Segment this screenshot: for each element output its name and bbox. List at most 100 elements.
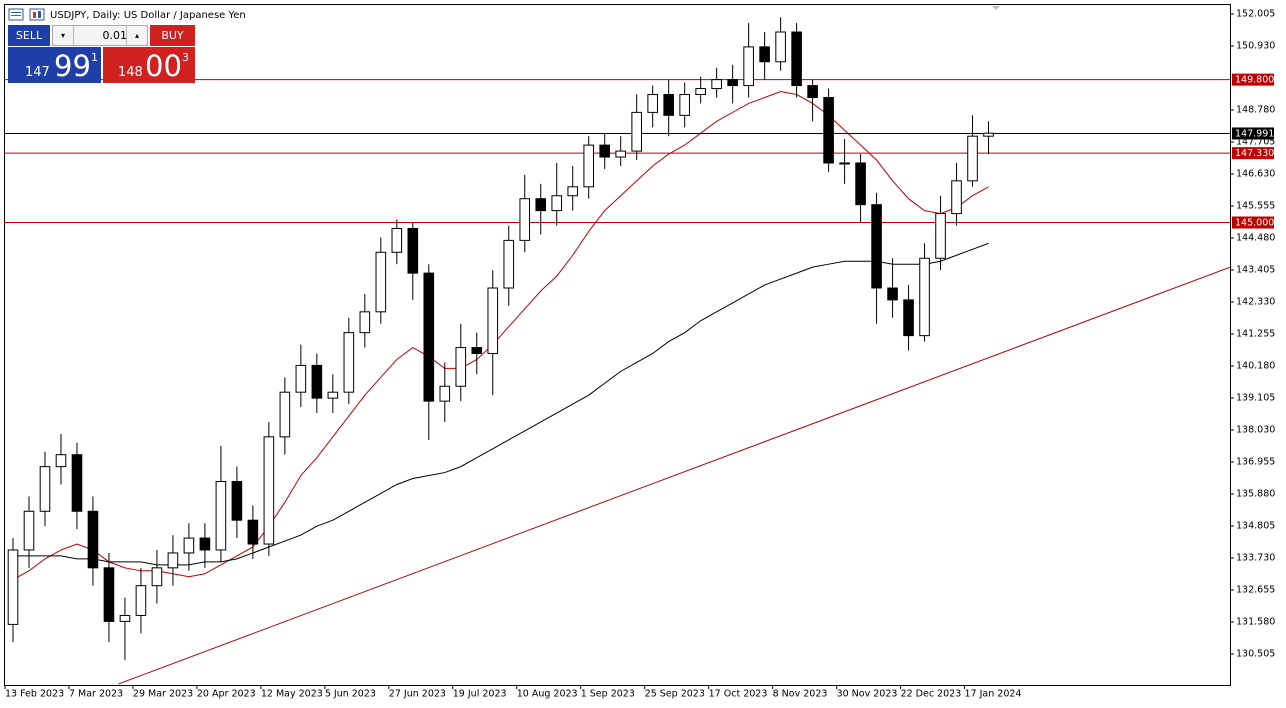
candle-body <box>535 198 547 212</box>
level-label: 147.330 <box>1235 148 1274 159</box>
candle-body <box>71 454 83 512</box>
buy-price[interactable]: 148 00 3 <box>103 47 195 83</box>
y-tick-label: 134.805 <box>1236 521 1275 532</box>
level-label: 149.800 <box>1235 75 1274 86</box>
level-label: 145.000 <box>1235 218 1274 229</box>
candle-body <box>903 299 914 337</box>
price-main: 99 <box>54 49 91 83</box>
candle-body <box>375 251 387 313</box>
candle-body <box>423 272 435 402</box>
x-tick-label: 27 Jun 2023 <box>389 689 446 700</box>
level-label-box <box>1232 216 1274 229</box>
x-tick-label: 30 Nov 2023 <box>837 689 898 700</box>
candle-body <box>711 79 722 90</box>
menu-icon[interactable] <box>8 8 24 21</box>
y-tick-label: 147.705 <box>1236 136 1275 147</box>
price-main: 00 <box>145 49 182 83</box>
y-tick-label: 130.505 <box>1236 649 1275 660</box>
lot-down[interactable]: ▾ <box>53 26 74 45</box>
y-tick-label: 145.555 <box>1236 200 1275 211</box>
y-tick-label: 146.630 <box>1236 168 1275 179</box>
chart-icon[interactable] <box>29 8 45 21</box>
level-label-box <box>1232 73 1274 86</box>
y-tick-label: 143.405 <box>1236 264 1275 275</box>
y-tick-label: 138.030 <box>1236 425 1275 436</box>
x-tick-label: 10 Aug 2023 <box>517 689 578 700</box>
x-tick-label: 8 Nov 2023 <box>773 689 828 700</box>
candle-body <box>471 347 483 354</box>
y-tick-label: 131.580 <box>1236 617 1275 628</box>
candle-body <box>407 227 419 274</box>
candle-body <box>263 436 275 545</box>
x-tick-label: 17 Oct 2023 <box>709 689 768 700</box>
y-tick-label: 150.930 <box>1236 40 1275 51</box>
sell-price[interactable]: 147 99 1 <box>8 47 101 83</box>
level-label-box <box>1232 127 1274 140</box>
candle-body <box>503 239 515 289</box>
x-tick-label: 12 May 2023 <box>261 689 323 700</box>
candle-body <box>39 466 51 512</box>
x-tick-label: 20 Apr 2023 <box>197 689 256 700</box>
price-small: 1 <box>91 51 98 64</box>
candle-body <box>519 198 531 241</box>
icon-bar <box>38 11 41 18</box>
candle-body <box>487 287 499 354</box>
candle-body <box>647 94 658 113</box>
candle-body <box>775 31 786 63</box>
x-tick-label: 29 Mar 2023 <box>133 689 193 700</box>
plot-frame <box>4 4 1231 686</box>
y-tick-label: 140.180 <box>1236 361 1275 372</box>
chart-title: USDJPY, Daily: US Dollar / Japanese Yen <box>50 10 246 21</box>
candle-body <box>599 144 611 158</box>
lot-value[interactable]: 0.01 <box>102 29 128 42</box>
candle-body <box>743 46 754 87</box>
x-tick-label: 17 Jan 2024 <box>965 689 1022 700</box>
y-tick-label: 139.105 <box>1236 393 1275 404</box>
y-tick-label: 141.255 <box>1236 329 1275 340</box>
candle-body <box>663 94 674 116</box>
candle-body <box>871 204 882 289</box>
candle-body <box>247 519 259 545</box>
sell-button[interactable]: SELL <box>8 25 50 46</box>
candle-body <box>135 585 147 616</box>
candle-body <box>791 31 802 87</box>
y-tick-label: 133.730 <box>1236 553 1275 564</box>
candle-body <box>967 135 978 182</box>
x-tick-label: 22 Dec 2023 <box>901 689 962 700</box>
candle-body <box>167 552 179 569</box>
level-label: 147.991 <box>1235 128 1274 139</box>
x-tick-label: 7 Mar 2023 <box>69 689 123 700</box>
candle-body <box>199 537 211 551</box>
candle-body <box>119 614 131 622</box>
candle-body <box>391 227 403 253</box>
candle-body <box>935 213 946 259</box>
candle-body <box>23 510 35 551</box>
candle-body <box>983 132 994 137</box>
candle-body <box>615 150 626 158</box>
candle-body <box>551 195 563 212</box>
candle-body <box>631 111 642 152</box>
candle-body <box>87 510 99 569</box>
x-tick-label: 13 Feb 2023 <box>5 689 64 700</box>
candle-body <box>759 46 770 63</box>
y-tick-label: 144.480 <box>1236 232 1275 243</box>
level-label-box <box>1232 147 1274 160</box>
price-big: 147 <box>25 65 50 80</box>
lot-up[interactable]: ▴ <box>126 26 147 45</box>
candle-body <box>679 94 690 116</box>
candle-body <box>919 257 930 337</box>
candle-body <box>455 347 467 387</box>
lot-box: ▾ 0.01 ▴ <box>52 25 148 46</box>
price-big: 148 <box>118 65 143 80</box>
y-tick-label: 152.005 <box>1236 8 1275 19</box>
candle-body <box>327 391 339 399</box>
x-tick-label: 19 Jul 2023 <box>453 689 507 700</box>
candle-body <box>7 549 19 625</box>
buy-button[interactable]: BUY <box>150 25 195 46</box>
x-tick-label: 25 Sep 2023 <box>645 689 705 700</box>
icon-bar <box>33 12 36 18</box>
